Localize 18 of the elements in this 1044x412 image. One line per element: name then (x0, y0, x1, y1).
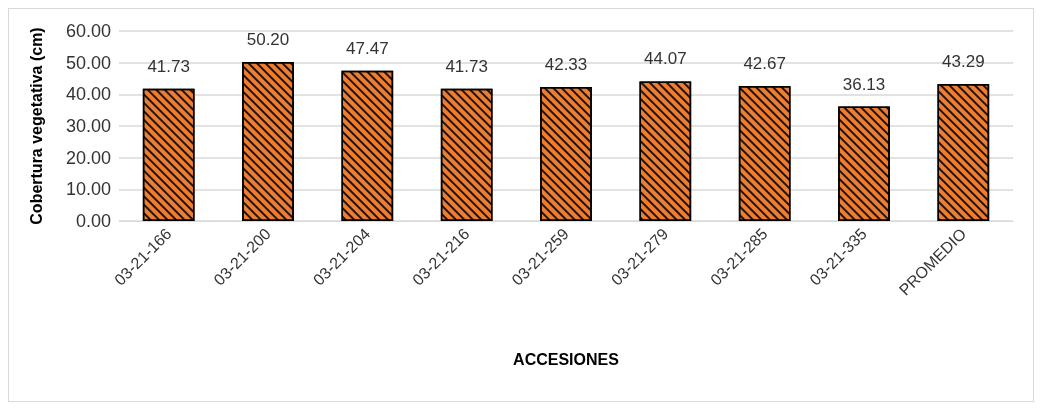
data-label: 42.67 (743, 53, 786, 73)
y-tick-label: 0.00 (75, 211, 111, 231)
y-tick-label: 20.00 (65, 147, 111, 168)
y-tick-label: 30.00 (65, 116, 111, 136)
data-label: 47.47 (346, 38, 389, 58)
data-label: 50.20 (246, 30, 290, 50)
x-axis-title: ACCESIONES (513, 350, 620, 368)
y-tick-label: 40.00 (65, 84, 111, 105)
y-tick-label: 50.00 (65, 52, 111, 73)
data-label: 42.33 (544, 54, 588, 74)
data-label: 41.73 (445, 56, 488, 76)
y-axis-title: Cobertura vegetativa (cm) (27, 27, 45, 225)
y-tick-label: 60.00 (65, 21, 111, 41)
data-label: 36.13 (842, 74, 886, 94)
data-label: 43.29 (942, 51, 985, 71)
data-label: 41.73 (147, 56, 190, 76)
y-tick-label: 10.00 (65, 179, 111, 200)
data-label: 44.07 (644, 49, 687, 69)
